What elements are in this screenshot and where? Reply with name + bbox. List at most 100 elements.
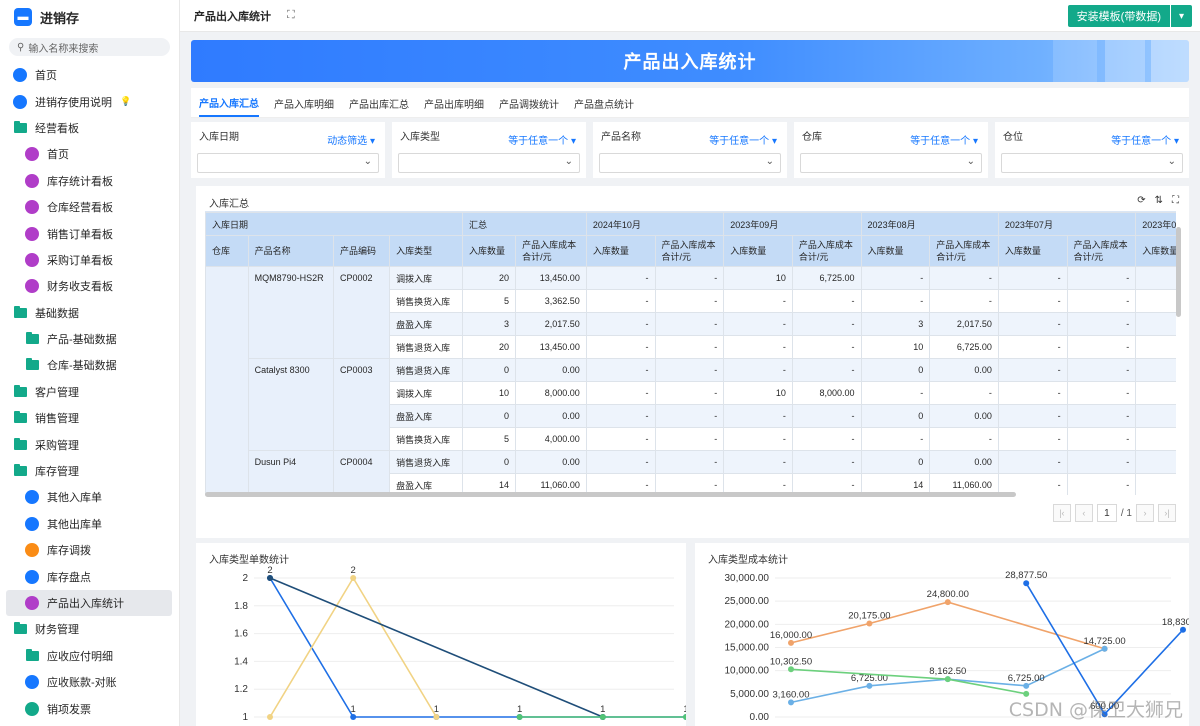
data-point[interactable] [433,714,440,720]
data-point[interactable] [350,714,357,720]
data-point[interactable] [944,676,951,683]
data-point[interactable] [1023,690,1030,697]
vertical-scrollbar[interactable] [1176,227,1181,317]
filter-mode-dropdown[interactable]: 等于任意一个 ▾ [508,132,576,147]
install-template-label[interactable]: 安装模板(带数据) [1067,5,1170,27]
column-header[interactable]: 产品编码 [332,235,391,267]
data-point[interactable] [599,714,606,720]
column-header[interactable]: 产品入库成本合计/元 [791,235,862,267]
filter-select[interactable]: ⌄ [599,153,781,173]
column-header[interactable]: 入库数量 [461,235,517,267]
column-header[interactable]: 产品入库成本合计/元 [515,235,587,267]
first-page-button[interactable]: |‹ [1052,504,1071,522]
sidebar-item[interactable]: 进销存使用说明 💡 [0,88,179,114]
sidebar-item[interactable]: 产品-基础数据 [0,326,179,352]
sidebar-item[interactable]: 库存盘点 [0,563,179,589]
filter-mode-dropdown[interactable]: 等于任意一个 ▾ [1111,132,1179,147]
last-page-button[interactable]: ›| [1158,504,1176,522]
filter-select[interactable]: ⌄ [398,153,580,173]
page-number-input[interactable]: 1 [1096,504,1117,522]
data-point[interactable] [1101,645,1108,652]
data-point[interactable] [267,575,273,581]
data-point[interactable] [1101,711,1108,718]
sidebar-item[interactable]: 应收账款-对账 [0,669,179,695]
filter-select[interactable]: ⌄ [197,153,379,173]
tab-item[interactable]: 产品盘点统计 [574,99,634,111]
filter-select[interactable]: ⌄ [1001,153,1183,173]
tab-item[interactable]: 产品出库汇总 [349,99,409,111]
sidebar-item[interactable]: 产品出入库统计 [6,589,172,617]
data-point[interactable] [350,575,357,581]
data-point[interactable] [944,599,951,606]
data-point[interactable] [516,714,523,720]
data-point[interactable] [1023,580,1030,587]
data-point[interactable] [788,699,794,706]
sidebar-item[interactable]: 销售管理 [0,405,179,431]
sidebar-item[interactable]: 采购订单看板 [0,247,179,273]
sidebar-item[interactable]: 财务收支看板 [0,273,179,299]
column-header[interactable]: 仓库 [205,235,249,267]
table-row[interactable]: MQM8790-HS2R CP0002 调拨入库 20 13,450.00- -10 6,7… [205,266,1176,495]
refresh-icon[interactable]: ⟳ [1137,195,1146,206]
sidebar-item[interactable]: 销项发票 [0,695,179,721]
sidebar-item[interactable]: 仓库-基础数据 [0,352,179,378]
filter-mode-dropdown[interactable]: 动态筛选 ▾ [327,132,375,147]
column-header[interactable]: 产品名称 [247,235,334,267]
fullscreen-icon[interactable]: ⛶ [287,9,295,21]
sort-icon[interactable]: ⇅ [1154,195,1163,206]
column-header[interactable]: 入库数量 [1135,235,1176,267]
tab-item[interactable]: 产品入库汇总 [199,89,259,117]
column-header[interactable]: 入库数量 [860,235,931,267]
filter-mode-dropdown[interactable]: 等于任意一个 ▾ [910,132,978,147]
column-header[interactable]: 入库数量 [585,235,656,267]
sidebar-item[interactable]: 库存管理 [0,458,179,484]
filter-select[interactable]: ⌄ [800,153,982,173]
data-point[interactable] [1180,626,1186,633]
sidebar-item[interactable]: 采购管理 [0,431,179,457]
data-point[interactable] [788,639,794,646]
table-row[interactable]: 盘盈入库 14 11,060.00- - - -14 11,060.00- - [206,473,1176,495]
horizontal-scrollbar[interactable] [205,492,1016,497]
install-template-button[interactable]: 安装模板(带数据) ▾ [1067,5,1192,27]
sidebar-item[interactable]: 首页 [0,141,179,167]
sidebar-item[interactable]: 基础数据 [0,300,179,326]
sidebar-item[interactable]: 客户管理 [0,379,179,405]
tab-item[interactable]: 产品调拨统计 [499,99,559,111]
sidebar-item[interactable]: 仓库经营看板 [0,194,179,220]
column-header[interactable]: 入库数量 [997,235,1068,267]
fullscreen-icon[interactable]: ⛶ [1172,195,1179,206]
column-header[interactable]: 产品入库成本合计/元 [929,235,999,267]
data-point[interactable] [1023,682,1030,689]
sidebar-item[interactable]: 其他入库单 [0,484,179,510]
chevron-down-icon[interactable]: ▾ [1170,5,1192,27]
data-point[interactable] [788,666,794,673]
tab-item[interactable]: 产品出库明细 [424,99,484,111]
sidebar-item[interactable]: 其他出库单 [0,511,179,537]
next-page-button[interactable]: › [1136,504,1154,522]
column-header[interactable]: 产品入库成本合计/元 [1066,235,1137,267]
filter-mode-dropdown[interactable]: 等于任意一个 ▾ [709,132,777,147]
sidebar-item[interactable]: 库存调拨 [0,537,179,563]
app-logo[interactable]: ▬ 进销存 [0,0,179,34]
sidebar-item[interactable]: 销售订单看板 [0,220,179,246]
sidebar-item[interactable]: 应收应付明细 [0,643,179,669]
data-point[interactable] [866,682,873,689]
tab-item[interactable]: 产品入库明细 [274,99,334,111]
search-input[interactable]: ⚲ 输入名称来搜索 [9,38,170,56]
sidebar-item[interactable]: 财务管理 [0,616,179,642]
column-header[interactable]: 产品入库成本合计/元 [654,235,725,267]
data-point[interactable] [866,620,873,627]
sidebar-item[interactable]: 首页 [0,62,179,88]
sidebar-item[interactable]: 经营看板 [0,115,179,141]
column-header[interactable]: 入库类型 [389,235,463,267]
table-row[interactable]: Catalyst 8300 CP0003 销售退货入库 0 0.00- - - -0 0.00-… [206,358,1176,451]
data-point[interactable] [683,714,686,720]
column-header[interactable]: 入库数量 [723,235,793,267]
sidebar-item[interactable]: 库存统计看板 [0,168,179,194]
prev-page-button[interactable]: ‹ [1074,504,1093,522]
data-point[interactable] [267,714,273,720]
